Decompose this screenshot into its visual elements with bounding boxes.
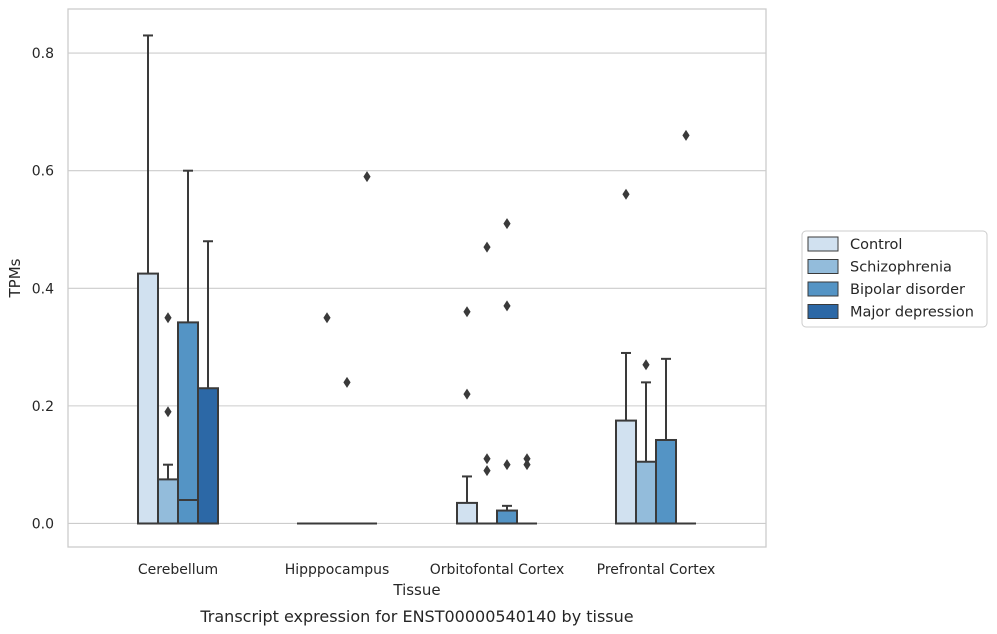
outlier-point [463,306,471,318]
outlier-point [523,459,531,471]
box [615,419,637,525]
outlier-point [483,465,491,477]
box [137,272,159,525]
outlier-point [343,376,351,388]
box [655,438,677,525]
series-bipolar-disorder [177,169,677,525]
legend-label: Schizophrenia [850,260,952,276]
outlier-point [642,359,650,371]
outlier-point [682,129,690,141]
box [157,478,179,525]
box-plot-area [137,34,696,525]
outlier-point [463,388,471,400]
outlier-point [363,171,371,183]
legend: Control Schizophrenia Bipolar disorder Majo… [801,230,988,328]
box [197,387,219,525]
outlier-point [164,312,172,324]
legend-label: Control [850,237,902,253]
outlier-point [483,241,491,253]
legend-frame [801,230,988,328]
figure-caption: Transcript expression for ENST0000054014… [199,607,633,626]
x-tick-label: Hipppocampus [285,562,390,578]
outlier-point [503,218,511,230]
box [496,509,518,525]
legend-swatch [807,236,839,252]
y-tick-label: 0.8 [32,46,54,62]
x-tick-label: Cerebellum [138,562,218,578]
legend-label: Bipolar disorder [850,282,965,298]
outlier-point [323,312,331,324]
box [456,501,478,525]
x-axis-label: Tissue [392,581,440,599]
x-tick-label: Prefrontal Cortex [597,562,716,578]
y-tick-label: 0.6 [32,164,54,180]
outlier-point [622,188,630,200]
outlier-point [523,453,531,465]
box [635,460,657,525]
x-tick-label: Orbitofontal Cortex [430,562,565,578]
outlier-point [164,406,172,418]
y-axis-label: TPMs [6,258,24,298]
y-tick-label: 0.0 [32,516,54,532]
legend-swatch [807,281,839,297]
series-control [137,34,637,525]
y-axis-ticks: 0.0 0.2 0.4 0.6 0.8 [32,46,54,532]
outlier-point [503,300,511,312]
outlier-point [503,459,511,471]
y-tick-label: 0.2 [32,399,54,415]
box [177,321,199,525]
x-axis-ticks: Cerebellum Hipppocampus Orbitofontal Corte… [138,562,715,578]
y-tick-label: 0.4 [32,281,54,297]
outlier-point [483,453,491,465]
series-major-depression [197,129,696,525]
series-schizophrenia [157,241,657,525]
legend-label: Major depression [850,305,974,321]
legend-swatch [807,304,839,319]
legend-swatch [807,259,839,274]
plot-frame [67,8,767,548]
